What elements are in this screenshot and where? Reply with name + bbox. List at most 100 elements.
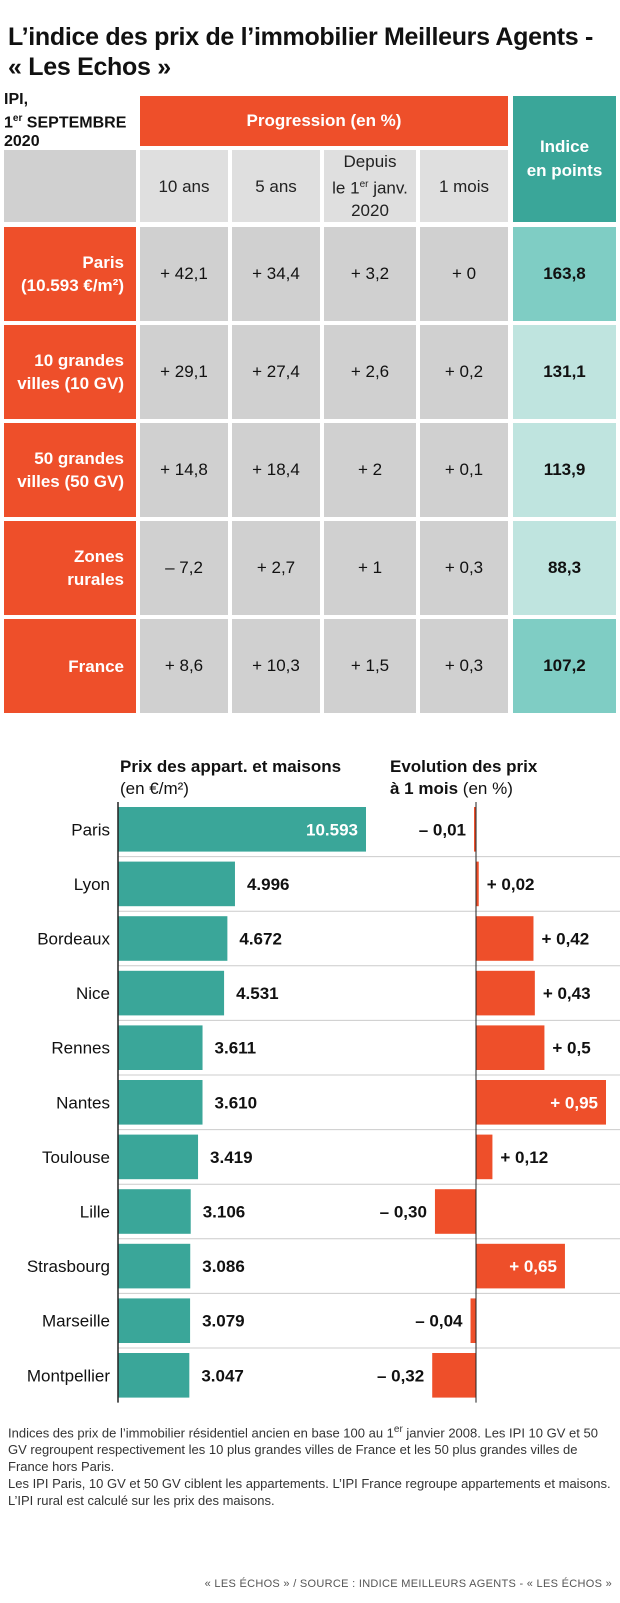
cell-1mois: + 0 bbox=[420, 227, 508, 321]
cell-1mois: + 0,1 bbox=[420, 423, 508, 517]
evolution-label: – 0,01 bbox=[419, 820, 466, 839]
price-bar bbox=[118, 1189, 191, 1234]
price-bar bbox=[118, 1080, 203, 1125]
ipi-date-label: IPI, 1er SEPTEMBRE 2020 bbox=[4, 90, 144, 151]
header-blank-cell bbox=[4, 150, 136, 222]
cell-5ans: + 27,4 bbox=[232, 325, 320, 419]
category-label: Bordeaux bbox=[37, 930, 110, 949]
price-bar bbox=[118, 1298, 191, 1343]
source-credit: « LES ÉCHOS » / SOURCE : INDICE MEILLEUR… bbox=[204, 1578, 612, 1590]
evolution-bar bbox=[476, 970, 535, 1016]
cell-5ans: + 18,4 bbox=[232, 423, 320, 517]
cell-index: 88,3 bbox=[513, 521, 616, 615]
price-label: 10.593 bbox=[306, 820, 358, 839]
ipi-label-line1: IPI, bbox=[4, 91, 29, 108]
evolution-bar bbox=[476, 1134, 493, 1180]
cell-index: 163,8 bbox=[513, 227, 616, 321]
price-bar bbox=[118, 970, 225, 1016]
cell-10ans: + 29,1 bbox=[140, 325, 228, 419]
price-bar bbox=[118, 807, 366, 852]
category-label: Paris bbox=[71, 820, 110, 839]
cell-10ans: – 7,2 bbox=[140, 521, 228, 615]
category-label: Toulouse bbox=[42, 1148, 110, 1167]
price-label: 4.996 bbox=[247, 875, 290, 894]
evolution-bar bbox=[474, 807, 476, 852]
category-label: Montpellier bbox=[27, 1366, 110, 1385]
cell-depuis: + 1 bbox=[324, 521, 416, 615]
price-label: 3.079 bbox=[202, 1312, 245, 1331]
progression-header: Progression (en %) bbox=[140, 96, 508, 146]
price-bar bbox=[118, 1025, 203, 1070]
bar-chart: Paris 10.593 – 0,01 Lyon 4.996 + 0,02 Bordeaux… bbox=[27, 802, 620, 1403]
evolution-bar bbox=[476, 1025, 545, 1070]
row-label: 10 grandes villes (10 GV) bbox=[4, 325, 136, 419]
cell-depuis: + 3,2 bbox=[324, 227, 416, 321]
col-header-depuis: Depuis le 1er janv. 2020 bbox=[324, 150, 416, 222]
col-header-10ans: 10 ans bbox=[140, 150, 228, 222]
category-label: Nice bbox=[76, 984, 110, 1003]
cell-10ans: + 14,8 bbox=[140, 423, 228, 517]
evolution-label: – 0,30 bbox=[380, 1203, 427, 1222]
cell-5ans: + 2,7 bbox=[232, 521, 320, 615]
evolution-label: + 0,42 bbox=[541, 930, 589, 949]
evolution-bar bbox=[432, 1353, 476, 1398]
price-label: 3.610 bbox=[215, 1093, 258, 1112]
price-bar bbox=[118, 1134, 199, 1180]
price-bar bbox=[118, 1353, 190, 1398]
price-chart-header: Prix des appart. et maisons (en €/m²) bbox=[120, 757, 342, 798]
category-label: Rennes bbox=[51, 1039, 110, 1058]
price-bar bbox=[118, 861, 235, 907]
cell-depuis: + 1,5 bbox=[324, 619, 416, 713]
row-label: Zones rurales bbox=[4, 521, 136, 615]
price-label: 4.531 bbox=[236, 984, 279, 1003]
evolution-bar bbox=[470, 1298, 476, 1343]
evolution-label: + 0,95 bbox=[550, 1093, 598, 1112]
price-bar bbox=[118, 916, 228, 961]
price-label: 3.611 bbox=[215, 1039, 257, 1058]
category-label: Lyon bbox=[74, 875, 110, 894]
evolution-label: + 0,43 bbox=[543, 984, 591, 1003]
category-label: Lille bbox=[80, 1203, 110, 1222]
cell-depuis: + 2 bbox=[324, 423, 416, 517]
cell-1mois: + 0,3 bbox=[420, 521, 508, 615]
price-label: 3.086 bbox=[202, 1257, 245, 1276]
price-label: 3.106 bbox=[203, 1203, 246, 1222]
price-label: 3.419 bbox=[210, 1148, 253, 1167]
category-label: Nantes bbox=[56, 1093, 110, 1112]
evolution-label: + 0,12 bbox=[500, 1148, 548, 1167]
page-title: L’indice des prix de l’immobilier Meille… bbox=[8, 23, 594, 81]
cell-depuis: + 2,6 bbox=[324, 325, 416, 419]
evolution-label: + 0,65 bbox=[509, 1257, 557, 1276]
cell-10ans: + 42,1 bbox=[140, 227, 228, 321]
evolution-label: + 0,02 bbox=[487, 875, 535, 894]
evolution-bar bbox=[476, 1080, 606, 1125]
col-header-1mois: 1 mois bbox=[420, 150, 508, 222]
cell-5ans: + 10,3 bbox=[232, 619, 320, 713]
category-label: Strasbourg bbox=[27, 1257, 110, 1276]
category-label: Marseille bbox=[42, 1312, 110, 1331]
cell-index: 107,2 bbox=[513, 619, 616, 713]
price-bar bbox=[118, 1243, 191, 1289]
ipi-label-line2: 1er SEPTEMBRE bbox=[4, 113, 127, 132]
evolution-label: – 0,32 bbox=[377, 1366, 424, 1385]
row-label: France bbox=[4, 619, 136, 713]
cell-1mois: + 0,2 bbox=[420, 325, 508, 419]
evolution-bar bbox=[476, 1243, 565, 1289]
price-label: 3.047 bbox=[201, 1366, 244, 1385]
cell-1mois: + 0,3 bbox=[420, 619, 508, 713]
ipi-label-line3: 2020 bbox=[4, 133, 40, 151]
row-label: Paris (10.593 €/m²) bbox=[4, 227, 136, 321]
cell-5ans: + 34,4 bbox=[232, 227, 320, 321]
footnote: Indices des prix de l’immobilier résiden… bbox=[8, 1424, 611, 1509]
evolution-bar bbox=[476, 861, 479, 907]
evolution-label: + 0,5 bbox=[552, 1039, 590, 1058]
evolution-bar bbox=[434, 1189, 476, 1234]
cell-index: 131,1 bbox=[513, 325, 616, 419]
price-label: 4.672 bbox=[239, 930, 282, 949]
evolution-bar bbox=[476, 916, 534, 961]
row-label: 50 grandes villes (50 GV) bbox=[4, 423, 136, 517]
cell-index: 113,9 bbox=[513, 423, 616, 517]
index-header: Indice en points bbox=[513, 96, 616, 222]
col-header-5ans: 5 ans bbox=[232, 150, 320, 222]
evolution-chart-header: Evolution des prix à 1 mois (en %) bbox=[390, 757, 538, 798]
